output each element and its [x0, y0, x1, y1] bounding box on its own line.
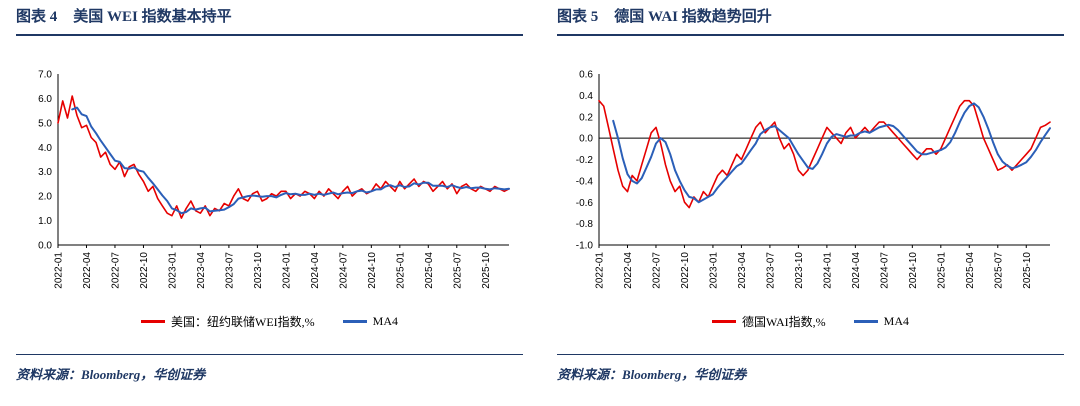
y-tick-label: 6.0 [38, 94, 52, 105]
chart-legend: 德国WAI指数,% MA4 [557, 313, 1064, 330]
series-line-ma4 [612, 102, 1051, 204]
y-tick-label: 2.0 [38, 192, 52, 203]
x-tick-label: 2023-01 [708, 252, 719, 289]
y-tick-label: 3.0 [38, 167, 52, 178]
x-tick-label: 2022-01 [54, 252, 65, 289]
x-tick-label: 2022-04 [82, 252, 93, 289]
x-tick-label: 2023-07 [765, 252, 776, 289]
x-tick-label: 2024-01 [822, 252, 833, 289]
y-tick-label: 0.0 [38, 241, 52, 252]
x-tick-label: 2025-07 [993, 252, 1004, 289]
x-tick-label: 2025-01 [395, 252, 406, 289]
x-tick-label: 2023-10 [794, 252, 805, 289]
x-tick-label: 2022-07 [651, 252, 662, 289]
x-tick-label: 2025-10 [1022, 252, 1033, 289]
y-tick-label: 4.0 [38, 143, 52, 154]
y-tick-label: 0.6 [579, 70, 593, 81]
y-tick-label: -0.2 [576, 155, 594, 166]
source-note: 资料来源：Bloomberg，华创证券 [557, 354, 1064, 383]
x-tick-label: 2022-04 [623, 252, 634, 289]
series-line-ma4 [71, 106, 510, 215]
x-tick-label: 2024-04 [851, 252, 862, 289]
figure-title: 德国 WAI 指数趋势回升 [614, 9, 772, 25]
x-tick-label: 2022-01 [595, 252, 606, 289]
series-line-raw [598, 99, 1051, 209]
x-tick-label: 2025-07 [452, 252, 463, 289]
figure-de-wai: 图表 5 德国 WAI 指数趋势回升 0.6 0.4 0.2 0.0 -0.2 -0.4 -0… [557, 8, 1064, 383]
series-line-raw [57, 95, 510, 219]
blue-line-swatch [853, 320, 878, 323]
legend-item: 德国WAI指数,% [712, 313, 826, 330]
y-tick-label: 7.0 [38, 70, 52, 81]
legend-item: 美国：纽约联储WEI指数,% [141, 313, 315, 330]
y-tick-label: 5.0 [38, 118, 52, 129]
x-tick-label: 2023-04 [737, 252, 748, 289]
figure-us-wei: 图表 4 美国 WEI 指数基本持平 7.0 6.0 5.0 4.0 3.0 2.0 1.0 0… [16, 8, 523, 383]
x-tick-label: 2023-10 [253, 252, 264, 289]
legend-label: 德国WAI指数,% [742, 315, 826, 329]
red-line-swatch [712, 320, 736, 323]
figure-label: 图表 5 [557, 9, 599, 25]
blue-line-swatch [342, 320, 367, 323]
x-tick-label: 2023-07 [224, 252, 235, 289]
figure-title: 美国 WEI 指数基本持平 [73, 9, 232, 25]
red-line-swatch [141, 320, 165, 323]
x-tick-label: 2023-04 [196, 252, 207, 289]
x-tick-label: 2024-10 [367, 252, 378, 289]
x-tick-label: 2025-01 [936, 252, 947, 289]
chart-legend: 美国：纽约联储WEI指数,% MA4 [16, 313, 523, 330]
x-tick-label: 2023-01 [167, 252, 178, 289]
y-tick-label: -0.6 [576, 198, 594, 209]
figure-header: 图表 5 德国 WAI 指数趋势回升 [557, 8, 1064, 36]
y-tick-label: 0.4 [579, 91, 593, 102]
y-tick-label: 0.0 [579, 134, 593, 145]
figure-header: 图表 4 美国 WEI 指数基本持平 [16, 8, 523, 36]
x-tick-label: 2024-07 [338, 252, 349, 289]
x-tick-label: 2024-10 [908, 252, 919, 289]
legend-label: 美国：纽约联储WEI指数,% [171, 315, 315, 329]
legend-item: MA4 [853, 314, 909, 329]
x-tick-label: 2024-04 [310, 252, 321, 289]
x-tick-label: 2025-04 [965, 252, 976, 289]
y-tick-label: -0.8 [576, 219, 594, 230]
y-tick-label: -0.4 [576, 176, 594, 187]
legend-label: MA4 [372, 314, 398, 328]
y-tick-label: 0.2 [579, 112, 593, 123]
x-tick-label: 2024-07 [879, 252, 890, 289]
report-figures-row: 图表 4 美国 WEI 指数基本持平 7.0 6.0 5.0 4.0 3.0 2.0 1.0 0… [16, 8, 1064, 383]
x-tick-label: 2025-04 [424, 252, 435, 289]
x-tick-label: 2022-07 [110, 252, 121, 289]
x-tick-label: 2022-10 [139, 252, 150, 289]
x-tick-label: 2025-10 [481, 252, 492, 289]
x-tick-label: 2022-10 [680, 252, 691, 289]
legend-item: MA4 [342, 314, 398, 329]
x-tick-label: 2024-01 [281, 252, 292, 289]
figure-label: 图表 4 [16, 9, 58, 25]
source-note: 资料来源：Bloomberg，华创证券 [16, 354, 523, 383]
legend-label: MA4 [883, 314, 909, 328]
y-tick-label: -1.0 [576, 241, 594, 252]
y-tick-label: 1.0 [38, 216, 52, 227]
